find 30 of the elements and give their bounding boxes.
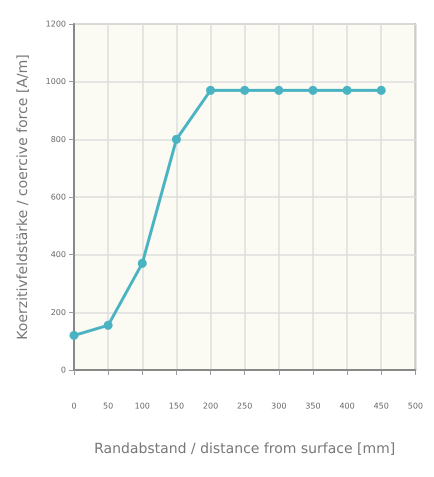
x-tick-label: 350 — [305, 402, 321, 410]
x-tick-label: 250 — [237, 402, 252, 410]
y-tick-label: 1000 — [46, 77, 66, 86]
y-tick-label: 400 — [50, 250, 66, 260]
point — [104, 320, 113, 330]
point — [342, 86, 352, 95]
y-tick-label: 1200 — [46, 20, 66, 28]
x-tick-label: 150 — [168, 402, 184, 410]
x-axis-title: Randabstand / distance from surface [mm] — [94, 441, 396, 457]
point — [274, 86, 284, 95]
x-tick-label: 100 — [134, 402, 150, 410]
y-tick-label: 600 — [50, 192, 66, 202]
point — [240, 86, 250, 95]
point — [138, 258, 147, 268]
y-tick-label: 200 — [50, 308, 66, 317]
y-tick-label: 800 — [50, 134, 66, 144]
x-tick-label: 300 — [271, 402, 286, 410]
y-axis-title: Koerzitivfeldstärke / coercive force [A/m] — [15, 54, 31, 340]
point — [70, 330, 78, 340]
y-tick-label: 0 — [60, 366, 66, 374]
x-tick-label: 400 — [339, 402, 355, 410]
x-tick-label: 0 — [71, 402, 77, 410]
x-tick-label: 200 — [202, 402, 218, 410]
point — [308, 86, 318, 95]
x-tick-label: 450 — [374, 402, 389, 410]
point — [376, 86, 386, 95]
x-tick-label: 500 — [408, 402, 424, 410]
point — [172, 134, 181, 144]
point — [206, 86, 216, 95]
x-tick-label: 50 — [103, 402, 114, 410]
